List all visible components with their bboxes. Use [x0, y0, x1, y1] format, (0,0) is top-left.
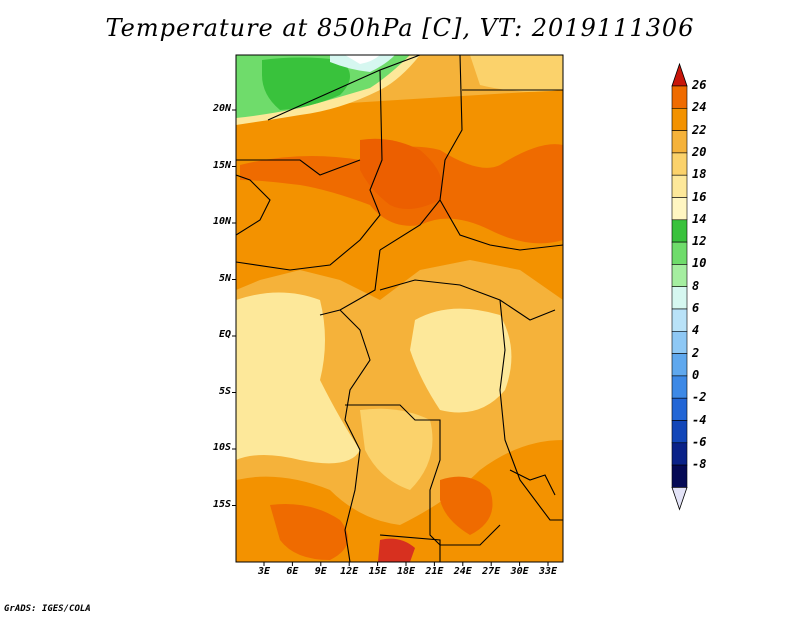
colorbar-high-arrow [671, 62, 688, 87]
colorbar-swatch [671, 264, 688, 287]
lat-label: 5S [218, 385, 231, 397]
colorbar-swatch [671, 397, 688, 421]
lon-label: 12E [340, 566, 359, 577]
colorbar-label: 16 [692, 189, 707, 204]
colorbar-label: 12 [692, 234, 707, 249]
colorbar-swatch [671, 197, 688, 221]
colorbar-label: 6 [692, 301, 700, 315]
colorbar-low-arrow [671, 486, 688, 511]
colorbar-label: 0 [692, 367, 700, 382]
colorbar-label: 14 [692, 211, 707, 226]
colorbar-swatch [671, 420, 688, 444]
lat-label: 10S [212, 442, 231, 453]
colorbar-swatch [671, 130, 688, 154]
lat-label: EQ [218, 329, 231, 340]
colorbar-label: 10 [692, 256, 707, 271]
colorbar-label: -2 [692, 390, 707, 405]
colorbar-swatch [671, 85, 688, 109]
colorbar-label: -8 [692, 457, 707, 472]
lon-label: 15E [368, 566, 387, 577]
colorbar-swatch [671, 108, 688, 131]
colorbar-label: 20 [692, 144, 707, 159]
colorbar-swatch [671, 241, 688, 265]
colorbar-swatch [671, 353, 688, 377]
temperature-field [236, 55, 563, 562]
lon-label: 21E [425, 566, 444, 577]
colorbar-swatch [671, 375, 688, 399]
colorbar-swatch [671, 442, 688, 466]
lat-label: 15S [212, 498, 231, 510]
lat-label: 10N [212, 216, 231, 227]
lon-label: 33E [538, 566, 558, 577]
colorbar-swatch [671, 219, 688, 243]
colorbar-label: 26 [692, 78, 707, 92]
lat-label: 15N [212, 159, 231, 171]
lon-label: 3E [257, 566, 271, 577]
colorbar-swatch [671, 308, 688, 332]
map-frame [235, 54, 564, 563]
lon-label: 27E [482, 566, 501, 577]
colorbar-label: -4 [692, 412, 707, 427]
colorbar-swatch [671, 174, 688, 198]
lon-label: 24E [453, 566, 472, 577]
colorbar-label: 24 [692, 100, 707, 115]
colorbar-label: 4 [692, 323, 700, 338]
lon-label: 30E [510, 566, 529, 577]
lon-label: 9E [314, 566, 327, 577]
colorbar-label: 18 [692, 167, 707, 182]
lon-label: 18E [396, 566, 416, 577]
country-borders [236, 55, 563, 562]
colorbar-label: 8 [692, 278, 700, 293]
colorbar-swatch [671, 330, 688, 354]
lat-label: 5N [218, 272, 231, 284]
lon-label: 6E [286, 566, 299, 577]
grads-credit: GrADS: IGES/COLA [4, 604, 91, 614]
colorbar-swatch [671, 286, 688, 310]
colorbar-label: 22 [692, 122, 707, 137]
colorbar-label: 2 [692, 345, 700, 360]
colorbar-label: -6 [692, 434, 707, 449]
map-title: Temperature at 850hPa [C], VT: 201911130… [105, 14, 695, 42]
colorbar-swatch [671, 152, 688, 176]
lat-label: 20N [212, 103, 231, 114]
colorbar [671, 62, 688, 511]
colorbar-swatch [671, 464, 688, 488]
